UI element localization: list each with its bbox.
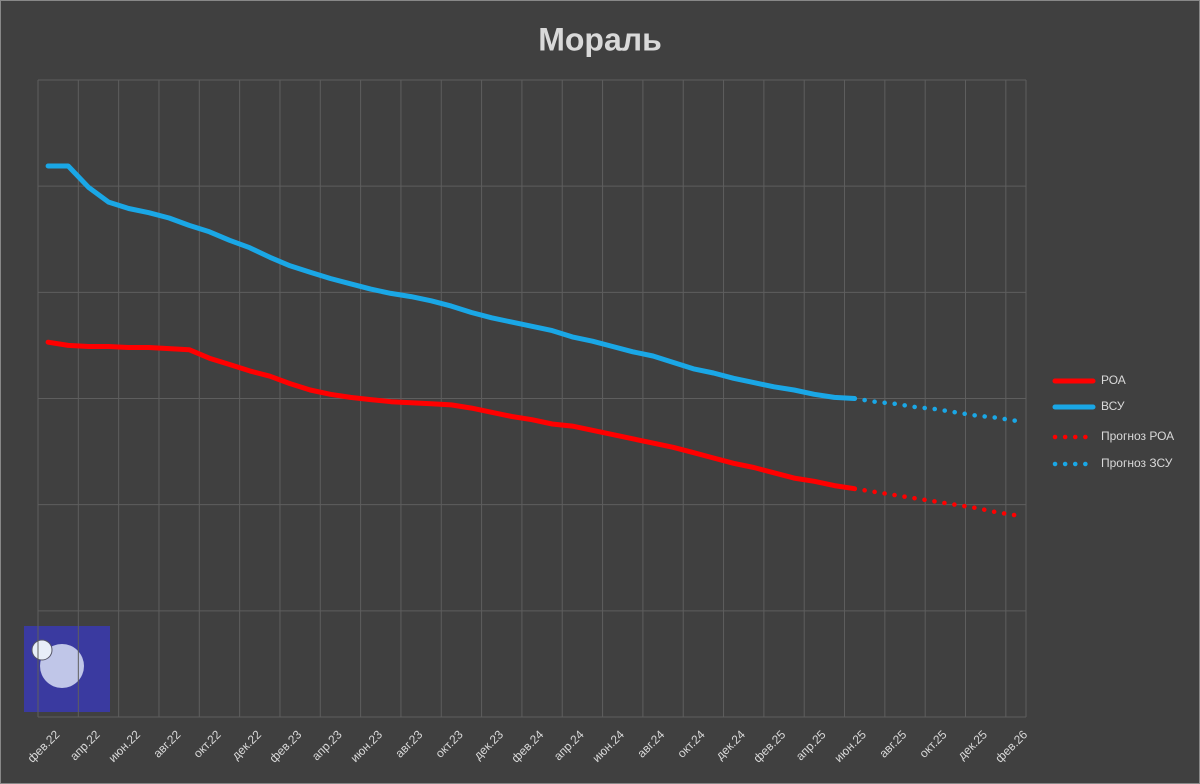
legend-label: Прогноз ЗСУ bbox=[1101, 456, 1173, 470]
logo-helmet bbox=[31, 639, 53, 661]
series-line bbox=[45, 163, 858, 401]
legend-label: ВСУ bbox=[1101, 399, 1125, 413]
series-line bbox=[45, 339, 858, 492]
logo bbox=[24, 626, 110, 712]
legend-label: РОА bbox=[1101, 373, 1126, 387]
chart-title: Мораль bbox=[538, 21, 662, 57]
series-line bbox=[852, 396, 1019, 424]
series-line bbox=[852, 486, 1019, 518]
legend-label: Прогноз РОА bbox=[1101, 429, 1174, 443]
